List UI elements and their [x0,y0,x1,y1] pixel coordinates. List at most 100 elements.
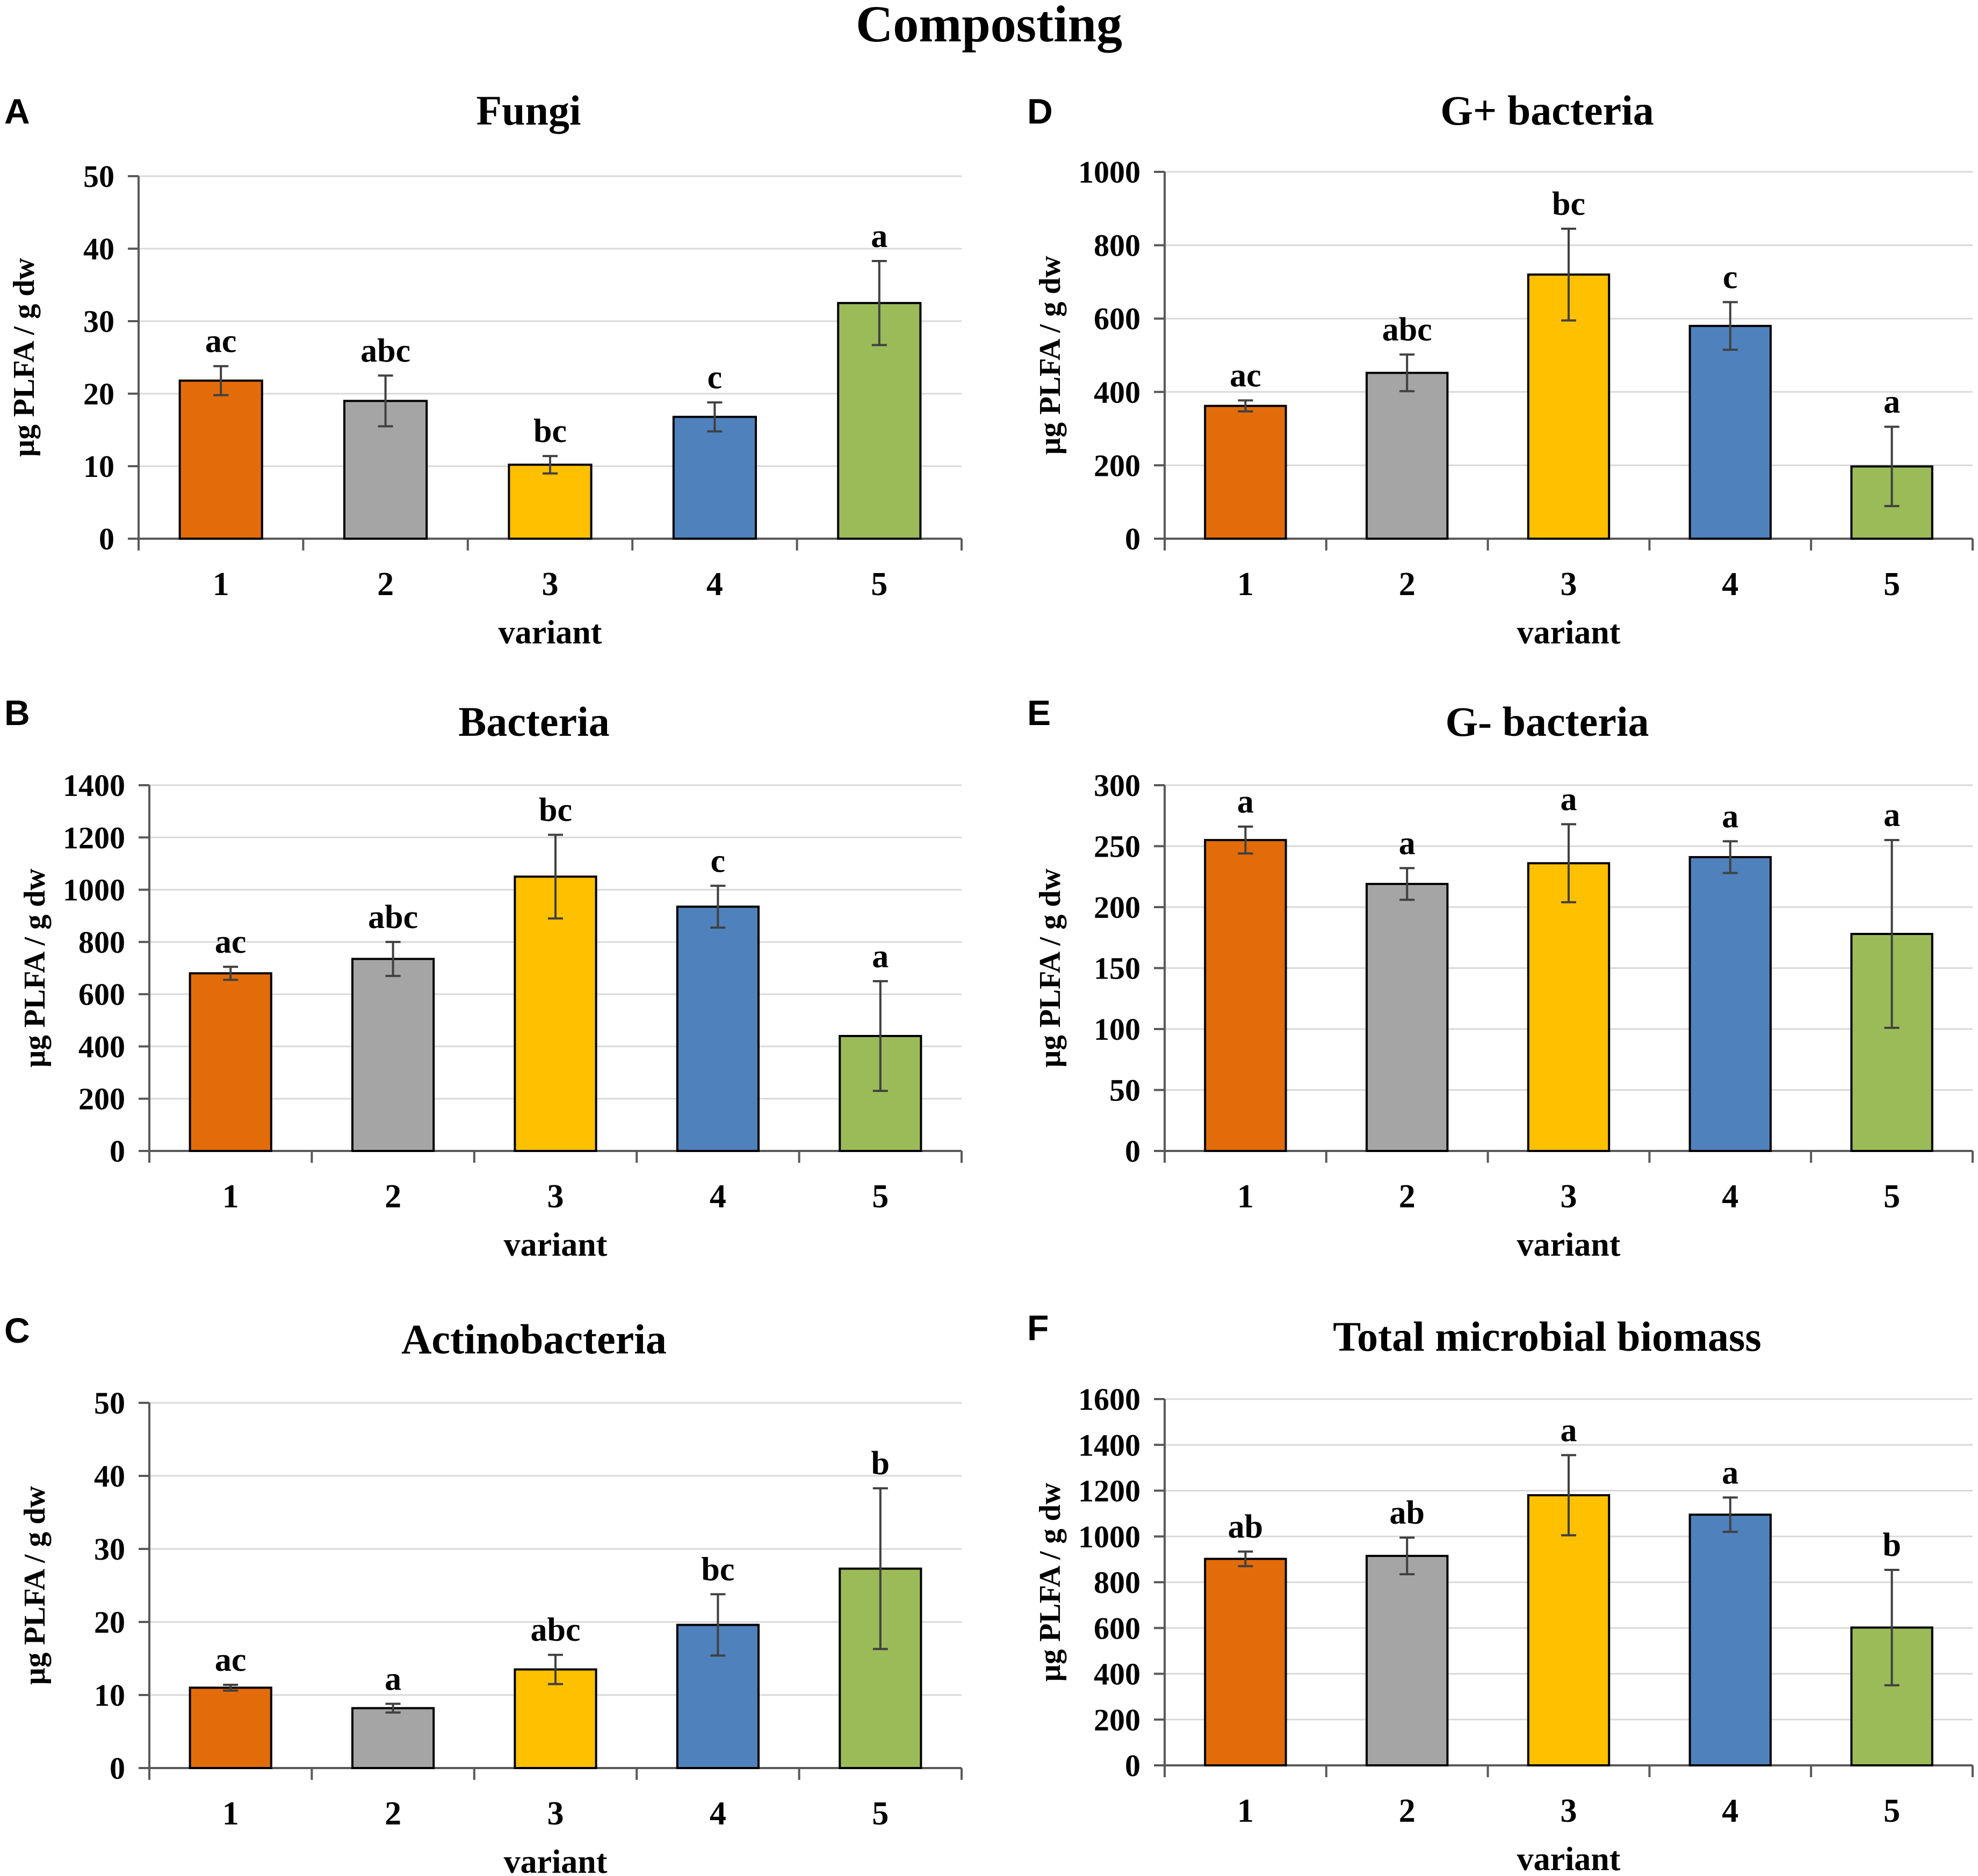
panel-letter-e: E [1027,693,1051,733]
significance-letter-b-2: abc [368,899,418,936]
y-tick-label-f-2: 400 [1094,1657,1140,1692]
y-tick-label-b-0: 0 [110,1134,125,1169]
y-tick-label-a-1: 10 [83,449,114,484]
bar-a-3 [508,463,593,540]
bar-d-1 [1204,404,1287,540]
x-tick-label-f-5: 5 [1883,1793,1900,1829]
x-axis-title-d: variant [1517,614,1621,651]
significance-letter-f-3: a [1561,1412,1577,1448]
y-tick-label-a-5: 50 [83,159,114,194]
panel-letter-f: F [1027,1308,1049,1348]
y-axis-title-a: µg PLFA / g dw [8,258,41,457]
y-tick-label-d-4: 800 [1094,228,1140,263]
significance-letter-c-1: ac [215,1642,247,1678]
y-tick-label-f-4: 800 [1094,1565,1140,1600]
x-axis-title-e: variant [1517,1227,1621,1263]
x-tick-label-e-5: 5 [1883,1178,1900,1215]
panel-letter-c: C [4,1310,30,1350]
y-tick-label-c-1: 10 [94,1678,125,1713]
significance-letter-f-2: ab [1389,1495,1424,1531]
y-tick-label-a-4: 40 [83,231,114,266]
significance-letter-b-3: bc [539,792,572,828]
y-tick-label-b-4: 800 [78,925,125,960]
chart-panel-a: 0 10 20 30 40 50 ac 1 abc 2 bc 3 c 4 a 5 variant µg PLFA … [4,87,963,651]
x-tick-label-f-2: 2 [1399,1793,1416,1829]
x-tick-label-b-1: 1 [222,1178,239,1215]
x-tick-label-c-1: 1 [222,1795,239,1832]
significance-letter-c-2: a [385,1661,401,1697]
y-tick-label-b-1: 200 [78,1082,125,1117]
y-tick-label-e-1: 50 [1109,1073,1140,1108]
bar-c-3 [514,1668,597,1769]
significance-letter-d-5: a [1883,384,1900,421]
significance-letter-f-5: b [1882,1527,1901,1563]
x-tick-label-a-3: 3 [542,566,559,603]
x-axis-title-c: variant [504,1844,608,1876]
bar-e-1 [1204,839,1287,1152]
x-tick-label-f-4: 4 [1722,1793,1738,1829]
x-tick-label-b-5: 5 [872,1178,889,1215]
y-tick-label-c-5: 50 [94,1386,125,1421]
significance-letter-d-4: c [1723,259,1738,295]
x-tick-label-e-3: 3 [1561,1178,1577,1215]
y-tick-label-a-3: 30 [83,304,114,339]
significance-letter-b-4: c [711,843,726,879]
y-tick-label-d-5: 1000 [1078,155,1140,190]
x-tick-label-d-4: 4 [1722,566,1738,603]
y-tick-label-e-4: 200 [1094,890,1140,925]
bar-b-2 [351,958,435,1152]
y-tick-label-d-3: 600 [1094,301,1140,336]
y-tick-label-f-5: 1000 [1078,1519,1140,1554]
x-tick-label-b-2: 2 [385,1178,401,1215]
x-tick-label-a-1: 1 [213,566,229,603]
y-tick-label-d-1: 200 [1094,448,1140,483]
significance-letter-a-4: c [708,359,723,396]
panel-letter-b: B [4,693,30,733]
y-tick-label-f-7: 1400 [1078,1428,1140,1462]
y-tick-label-a-2: 20 [83,376,114,411]
chart-title-e: G- bacteria [1445,698,1649,745]
significance-letter-f-1: ab [1228,1509,1263,1545]
chart-panel-d: 0 200 400 600 800 1000 ac 1 abc 2 bc 3 c 4 a 5 variant µg… [1027,87,1974,651]
y-axis-title-e: µg PLFA / g dw [1034,868,1067,1068]
significance-letter-e-1: a [1237,784,1254,820]
y-axis-title-f: µg PLFA / g dw [1034,1482,1067,1682]
chart-panel-e: 0 50 100 150 200 250 300 a 1 a 2 a 3 a 4 a 5 variant µg PL… [1027,693,1974,1263]
x-tick-label-e-2: 2 [1399,1178,1416,1215]
chart-panel-b: 0 200 400 600 800 1000 1200 1400 ac 1 abc 2 bc 3 c 4 a 5 v… [4,693,963,1263]
significance-letter-f-4: a [1722,1454,1738,1491]
significance-letter-c-5: b [871,1445,890,1482]
y-tick-label-b-2: 400 [78,1029,125,1064]
bar-f-3 [1527,1494,1611,1766]
x-tick-label-b-4: 4 [710,1178,726,1215]
y-tick-label-b-3: 600 [78,977,125,1012]
y-tick-label-f-3: 600 [1094,1611,1140,1646]
chart-panel-c: 0 10 20 30 40 50 ac 1 a 2 abc 3 bc 4 b 5 variant µg PLFA … [4,1310,963,1876]
bar-b-3 [514,875,597,1152]
panel-letter-d: D [1027,91,1053,131]
chart-title-c: Actinobacteria [401,1316,667,1363]
significance-letter-a-1: ac [205,323,237,360]
y-tick-label-e-2: 100 [1094,1012,1140,1047]
x-tick-label-e-4: 4 [1722,1178,1738,1215]
x-tick-label-f-1: 1 [1237,1793,1254,1829]
significance-letter-d-2: abc [1382,312,1432,348]
significance-letter-a-3: bc [533,413,567,450]
x-tick-label-b-3: 3 [547,1178,564,1215]
x-tick-label-c-3: 3 [547,1795,564,1832]
bar-f-1 [1204,1558,1287,1766]
y-tick-label-a-0: 0 [99,521,114,556]
significance-letter-c-3: abc [531,1612,581,1648]
x-tick-label-c-5: 5 [872,1795,889,1832]
bar-e-4 [1688,856,1772,1153]
x-axis-title-f: variant [1517,1841,1621,1876]
significance-letter-e-3: a [1561,781,1577,818]
significance-letter-b-1: ac [215,924,247,960]
significance-letter-e-4: a [1722,798,1738,835]
x-tick-label-d-3: 3 [1561,566,1577,603]
bar-e-2 [1366,882,1449,1152]
y-tick-label-c-4: 40 [94,1459,125,1494]
chart-title-a: Fungi [476,87,581,134]
